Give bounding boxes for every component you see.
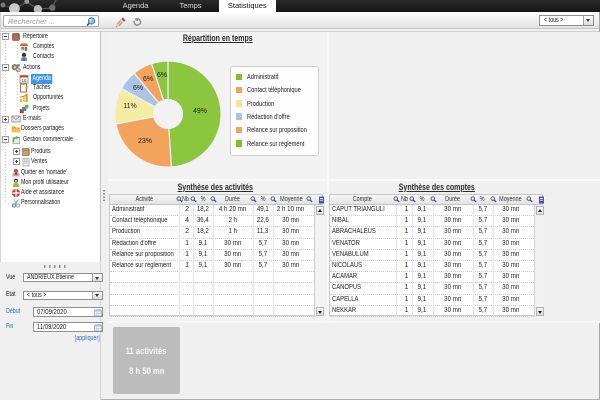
- svg-text:16: 16: [21, 78, 27, 83]
